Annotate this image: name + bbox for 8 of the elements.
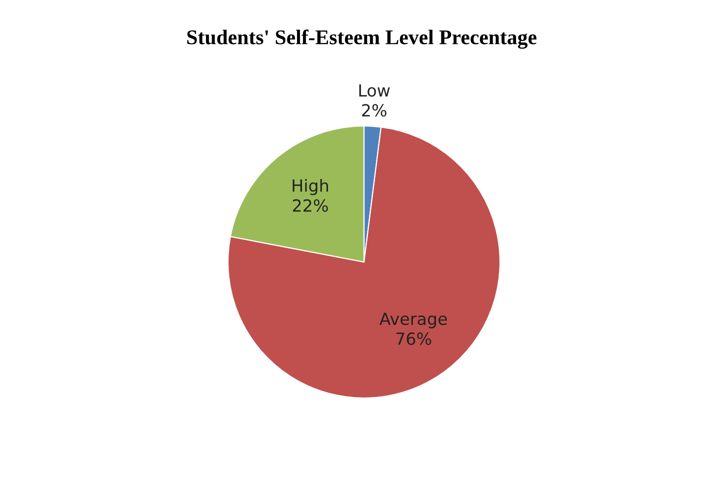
slice-label: Low (359, 84, 390, 97)
pie-slice (227, 126, 501, 399)
data-label: 22% (292, 199, 328, 212)
slice-label: Average (379, 312, 447, 328)
slice-label: High (292, 179, 328, 196)
data-label: 76% (396, 332, 432, 346)
chart-title: Students' Self-Esteem Level Precentage (187, 29, 536, 49)
data-label: 2% (362, 104, 386, 117)
